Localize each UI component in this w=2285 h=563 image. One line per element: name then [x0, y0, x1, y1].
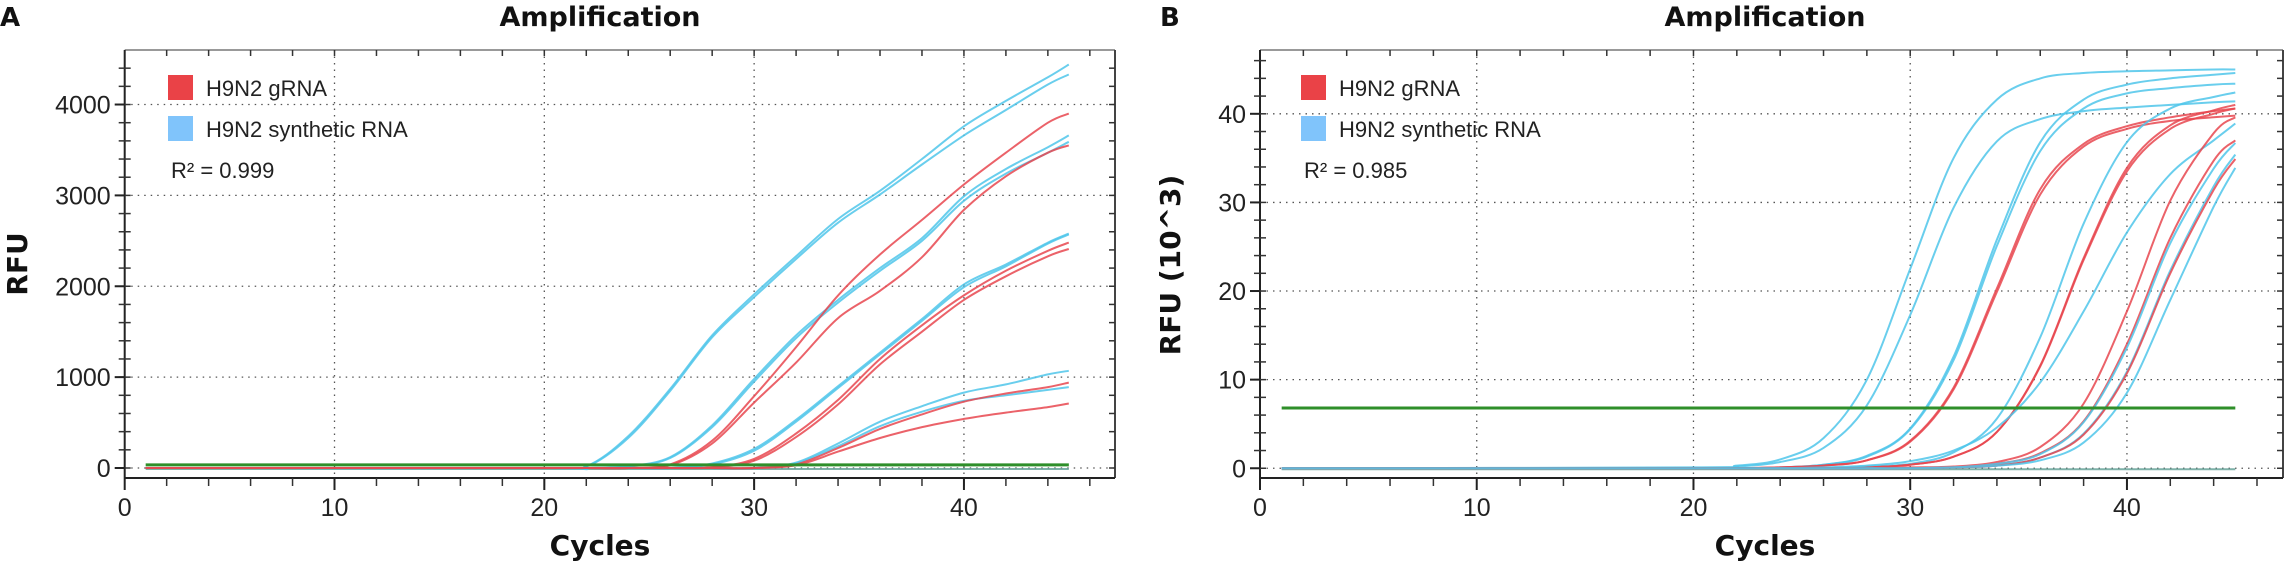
x-tick-label: 40 [950, 494, 978, 522]
y-tick-label: 4000 [55, 92, 111, 120]
y-axis-title-a: RFU [1, 232, 34, 295]
legend-swatch-gRNA [168, 75, 193, 100]
gRNA-curve-a-13 [145, 402, 1069, 470]
x-tick-label: 30 [1896, 494, 1924, 522]
synthetic-rna-curve-a-3 [145, 140, 1070, 470]
gRNA-curve-b-4 [1281, 107, 2236, 470]
panel-a: A Amplification Cycles RFU 0 10 20 30 40 0 100… [0, 2, 1116, 562]
gRNA-curve-a-5 [145, 144, 1070, 470]
legend-label-synthetic: H9N2 synthetic RNA [1339, 117, 1541, 142]
chart-title-b: Amplification [1664, 2, 1865, 33]
y-axis-title-b: RFU (10^3) [1154, 175, 1187, 356]
x-tick-label: 0 [118, 494, 132, 522]
legend-label-synthetic: H9N2 synthetic RNA [206, 117, 408, 142]
gRNA-curve-b-5 [1281, 114, 2236, 470]
x-tick-label: 20 [1680, 494, 1708, 522]
r-squared-annotation: R² = 0.985 [1304, 158, 1407, 183]
legend-label-gRNA: H9N2 gRNA [206, 76, 327, 101]
x-axis-title-b: Cycles [1715, 529, 1816, 562]
y-tick-label: 30 [1218, 189, 1246, 217]
r-squared-annotation: R² = 0.999 [171, 158, 274, 183]
y-tick-label: 20 [1218, 278, 1246, 306]
synthetic-rna-curve-a-2 [145, 134, 1070, 470]
x-axis-title-a: Cycles [550, 529, 651, 562]
y-tick-label: 0 [1232, 455, 1246, 483]
legend-b: H9N2 gRNA H9N2 synthetic RNA R² = 0.985 [1301, 75, 1541, 183]
synthetic-rna-curve-b-12 [1281, 142, 2237, 470]
x-tick-label: 40 [2113, 494, 2141, 522]
plot-area-b: 0 10 20 30 40 0 10 20 30 40 [1218, 49, 2284, 522]
synthetic-rna-curve-a-6 [145, 232, 1070, 470]
gRNA-curve-b-10 [1281, 116, 2236, 470]
y-tick-label: 2000 [55, 273, 111, 301]
x-tick-label: 10 [321, 494, 349, 522]
y-tick-label: 3000 [55, 182, 111, 210]
plot-area-a: 0 10 20 30 40 0 1000 2000 3000 4000 [55, 49, 1116, 522]
x-tick-label: 10 [1463, 494, 1491, 522]
synthetic-rna-curve-a-7 [145, 233, 1070, 470]
gRNA-curve-a-4 [145, 112, 1070, 470]
gRNA-curve-b-7 [1281, 103, 2236, 470]
legend-swatch-synthetic [168, 116, 193, 141]
legend-swatch-gRNA [1301, 75, 1326, 100]
chart-title-a: Amplification [499, 2, 700, 33]
gRNA-curve-a-9 [145, 248, 1070, 470]
panel-b: B Amplification Cycles RFU (10^3) 0 10 20 3… [1154, 2, 2284, 562]
panel-label-b: B [1160, 3, 1180, 33]
legend-a: H9N2 gRNA H9N2 synthetic RNA R² = 0.999 [168, 75, 408, 183]
x-tick-label: 30 [740, 494, 768, 522]
gRNA-curve-b-8 [1281, 107, 2236, 470]
synthetic-rna-curve-b-13 [1281, 154, 2237, 470]
legend-swatch-synthetic [1301, 116, 1326, 141]
x-tick-label: 0 [1253, 494, 1267, 522]
synthetic-rna-curve-b-9 [1281, 122, 2236, 470]
y-tick-label: 0 [97, 455, 111, 483]
panel-label-a: A [0, 3, 20, 33]
gRNA-curve-b-11 [1281, 139, 2236, 470]
y-tick-label: 10 [1218, 367, 1246, 395]
y-tick-label: 40 [1218, 101, 1246, 129]
synthetic-rna-curve-b-1 [1281, 100, 2236, 470]
legend-label-gRNA: H9N2 gRNA [1339, 76, 1460, 101]
gRNA-curve-a-8 [145, 241, 1070, 470]
synthetic-rna-curve-b-15 [1281, 167, 2237, 470]
x-tick-label: 20 [530, 494, 558, 522]
y-tick-label: 1000 [55, 364, 111, 392]
